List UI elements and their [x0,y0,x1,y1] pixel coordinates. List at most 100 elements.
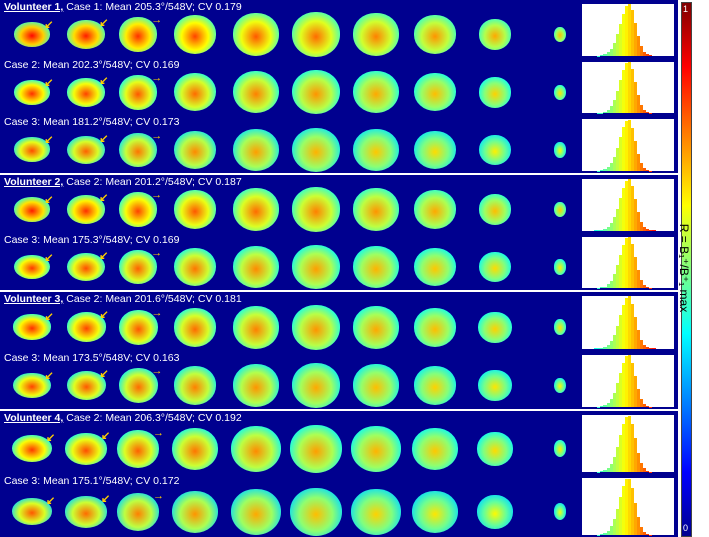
histogram-bar [627,296,631,349]
brain-slice-map [413,73,457,112]
histogram [582,296,674,349]
histogram-bar [615,34,619,56]
case-caption: Case 3: Mean 175.3°/548V; CV 0.169 [4,234,179,246]
histogram-bar [606,284,610,288]
histogram-bar [621,13,625,56]
case-caption-text: Case 2: Mean 201.2°/548V; CV 0.187 [63,176,242,188]
brain-slice-map [411,427,459,470]
brain-slice-map [554,26,566,43]
histogram-bar [603,54,607,56]
brain-slice-map [65,496,107,528]
brain-slice-map [413,307,457,347]
histogram-bar [646,534,650,535]
brain-slice-map [233,188,279,231]
histogram-bar [634,82,638,114]
histogram-bar [606,227,610,231]
brain-slice-map [12,498,52,526]
volunteer-panel: Volunteer 4, Case 2: Mean 206.3°/548V; C… [0,411,678,537]
brain-slice-map [173,15,217,54]
histogram-bar [618,80,622,114]
histogram-bar [627,415,631,472]
histogram-bar [631,423,635,472]
arrow-icon: ↙ [44,194,54,207]
volunteer-panel: Volunteer 1, Case 1: Mean 205.3°/548V; C… [0,0,678,173]
brain-slice-map [66,252,106,282]
histogram-bar [627,4,631,56]
histogram-bar [600,534,604,535]
arrow-icon: → [153,426,164,439]
brain-slice-map [478,76,512,108]
histogram-bar [624,355,628,407]
brain-slice-map [350,488,402,535]
histogram-bar [637,95,641,114]
histogram-bar [609,280,613,288]
histogram-bar [631,10,635,56]
histogram-bar [646,406,650,407]
histogram-bar [646,112,650,114]
histogram-bar [634,257,638,288]
brain-slice-map [289,487,343,536]
brain-slice-map [353,188,399,231]
histogram-bar [640,462,644,472]
arrow-icon: ↙ [99,17,109,30]
histogram [582,119,674,171]
histogram-bar [643,531,647,535]
case-row: Volunteer 4, Case 2: Mean 206.3°/548V; C… [0,411,678,474]
brain-slice-map [66,20,106,49]
brain-slice-map [118,249,158,285]
brain-slice-map [413,366,457,406]
histogram-bar [627,62,631,114]
brain-slice-map [350,425,402,472]
arrow-icon: ↙ [99,309,109,322]
histogram-bar [615,265,619,288]
histogram-bar [624,180,628,231]
histogram-bar [621,127,625,171]
histogram-bar [615,147,619,171]
brain-slice-map [291,127,341,173]
histogram-bar [603,405,607,407]
case-caption: Case 3: Mean 175.1°/548V; CV 0.172 [4,475,179,487]
brain-slice-map [413,15,457,54]
arrow-icon: ↙ [99,367,109,380]
histogram-bar [612,334,616,349]
brain-slice-map [232,128,280,172]
brain-slice-map [118,132,158,168]
histogram-bar [609,163,613,171]
case-caption: Volunteer 2, Case 2: Mean 201.2°/548V; C… [4,176,242,188]
volunteer-panel: Volunteer 2, Case 2: Mean 201.2°/548V; C… [0,175,678,290]
histogram [582,236,674,288]
histogram-bar [618,372,622,407]
brain-slice-map [352,305,400,349]
brain-slice-map [554,201,566,218]
histogram-bar [643,110,647,114]
brain-slice-map [478,370,512,402]
histogram-bar [640,163,644,171]
histogram-bar [603,533,607,535]
histogram-bar [606,109,610,114]
histogram-bar [631,185,635,231]
histogram-bar [606,468,610,472]
brain-slice-map [553,440,567,458]
histogram-bar [606,344,610,349]
brain-slice-map [352,71,400,114]
brain-slice-map [171,427,219,470]
brain-slice-map [118,368,158,404]
histogram-bar [627,355,631,407]
histogram-bar [624,238,628,288]
brain-slice-map [554,377,566,394]
brain-slice-map [173,190,217,229]
brain-slice-map [13,137,51,163]
arrow-icon: → [151,189,163,202]
brain-slice-map [554,84,566,100]
histogram-bar [640,104,644,114]
case-caption: Volunteer 4, Case 2: Mean 206.3°/548V; C… [4,412,242,424]
histogram-bar [637,516,641,535]
arrow-icon: ↙ [99,74,109,87]
histogram-bar [624,63,628,114]
histogram-bar [600,229,604,231]
histogram-bar [640,339,644,349]
arrow-icon: ↙ [44,311,54,324]
brain-slice-map [232,364,280,408]
histogram-bar [640,526,644,535]
histogram-bar [646,170,650,171]
